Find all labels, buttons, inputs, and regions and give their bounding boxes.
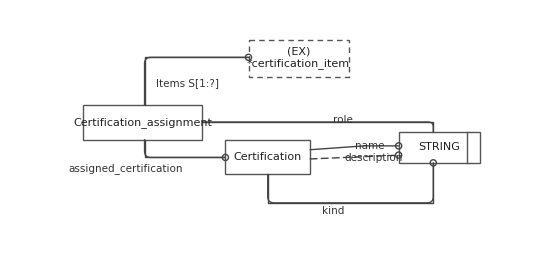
Bar xyxy=(83,105,202,140)
Bar xyxy=(225,140,310,174)
Text: role: role xyxy=(333,115,353,126)
Text: description: description xyxy=(345,153,403,163)
Text: name: name xyxy=(355,141,384,151)
Text: Certification: Certification xyxy=(234,152,302,162)
Bar xyxy=(249,40,348,77)
Text: Certification_assignment: Certification_assignment xyxy=(73,117,212,128)
Text: kind: kind xyxy=(322,206,344,216)
Text: (EX)
*certification_item: (EX) *certification_item xyxy=(247,47,350,69)
Bar xyxy=(399,132,479,163)
Text: STRING: STRING xyxy=(418,142,460,152)
Text: Items S[1:?]: Items S[1:?] xyxy=(156,78,219,89)
Text: assigned_certification: assigned_certification xyxy=(68,164,183,174)
